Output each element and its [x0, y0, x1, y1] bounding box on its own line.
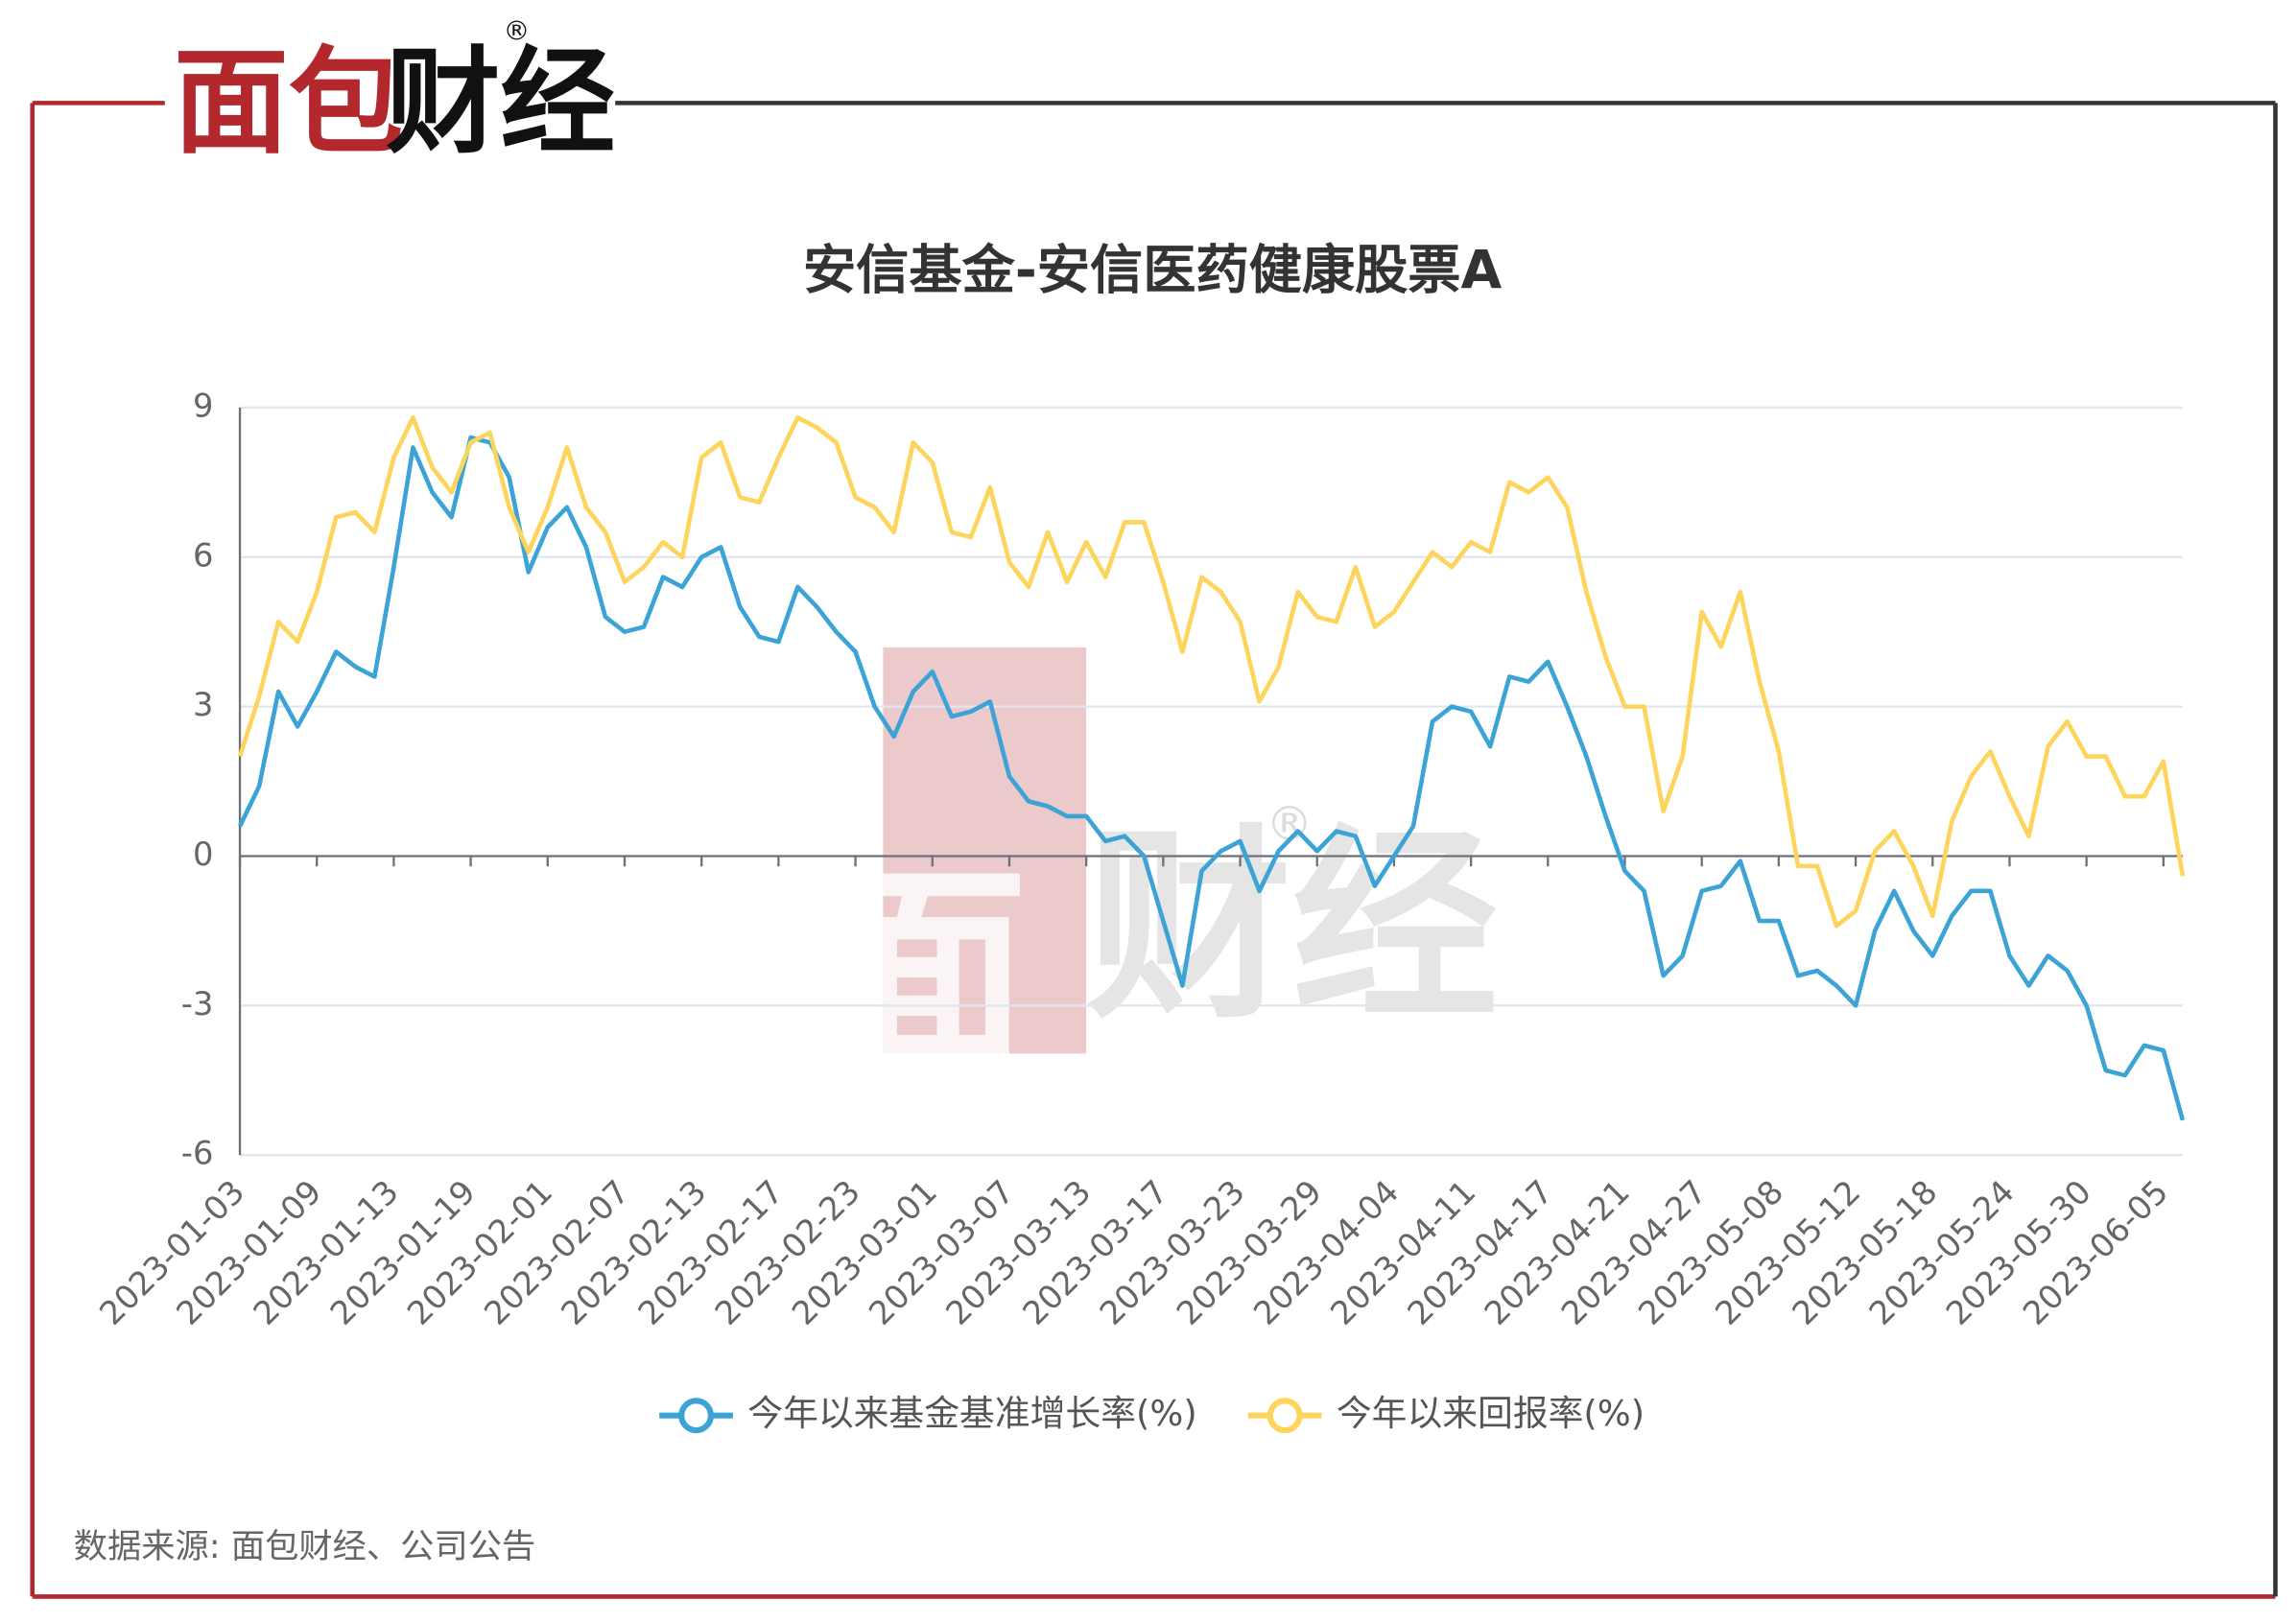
legend-label: 今年以来基金基准增长率(%) — [747, 1393, 1196, 1434]
source-note: 数据来源: 面包财经、公司公告 — [74, 1527, 536, 1566]
logo-black: 财经 — [386, 36, 615, 170]
watermark-red: 面包 — [769, 854, 1027, 1295]
y-tick-label: 6 — [193, 536, 213, 574]
legend-marker — [678, 1398, 714, 1434]
series-line — [237, 435, 2186, 1121]
legend-marker — [1266, 1398, 1303, 1434]
watermark-black: 财经 — [1086, 807, 1499, 1047]
y-tick-label: -6 — [181, 1135, 214, 1172]
watermark-block — [883, 647, 1087, 1054]
series-line — [237, 415, 2186, 929]
y-tick-label: 0 — [193, 835, 213, 873]
logo-red: 面包 — [174, 36, 403, 170]
y-tick-label: 3 — [193, 686, 213, 723]
y-tick-label: 9 — [193, 387, 213, 424]
logo-mark: ® — [504, 15, 531, 47]
chart-title: 安信基金-安信医药健康股票A — [803, 240, 1503, 301]
legend-label: 今年以来回报率(%) — [1337, 1393, 1645, 1434]
y-tick-label: -3 — [181, 985, 214, 1023]
